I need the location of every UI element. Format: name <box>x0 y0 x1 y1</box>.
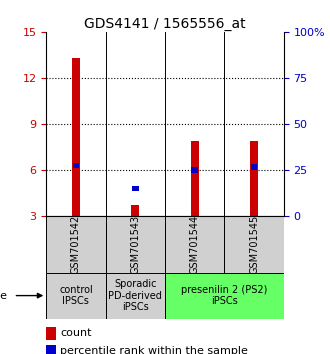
Bar <box>132 185 139 191</box>
Title: GDS4141 / 1565556_at: GDS4141 / 1565556_at <box>84 17 246 31</box>
Bar <box>190 141 199 216</box>
Text: cell line: cell line <box>0 291 7 301</box>
Bar <box>106 273 165 319</box>
Text: presenilin 2 (PS2)
iPSCs: presenilin 2 (PS2) iPSCs <box>181 285 268 307</box>
Text: GSM701543: GSM701543 <box>130 215 140 274</box>
Text: Sporadic
PD-derived
iPSCs: Sporadic PD-derived iPSCs <box>108 279 162 312</box>
Text: control
IPSCs: control IPSCs <box>59 285 93 307</box>
Text: GSM701542: GSM701542 <box>71 215 81 274</box>
Text: GSM701545: GSM701545 <box>249 215 259 274</box>
Bar <box>46 273 106 319</box>
Bar <box>131 205 140 216</box>
Bar <box>191 167 198 173</box>
Text: percentile rank within the sample: percentile rank within the sample <box>60 346 248 354</box>
Bar <box>46 327 56 340</box>
Bar <box>224 216 284 273</box>
Text: count: count <box>60 329 92 338</box>
Bar <box>106 216 165 273</box>
Bar <box>250 141 258 216</box>
Bar <box>73 162 79 168</box>
Text: GSM701544: GSM701544 <box>190 215 200 274</box>
Bar <box>46 216 106 273</box>
Bar <box>251 164 257 170</box>
Bar <box>165 273 284 319</box>
Bar <box>46 345 56 354</box>
Bar <box>165 216 224 273</box>
Bar <box>72 58 80 216</box>
